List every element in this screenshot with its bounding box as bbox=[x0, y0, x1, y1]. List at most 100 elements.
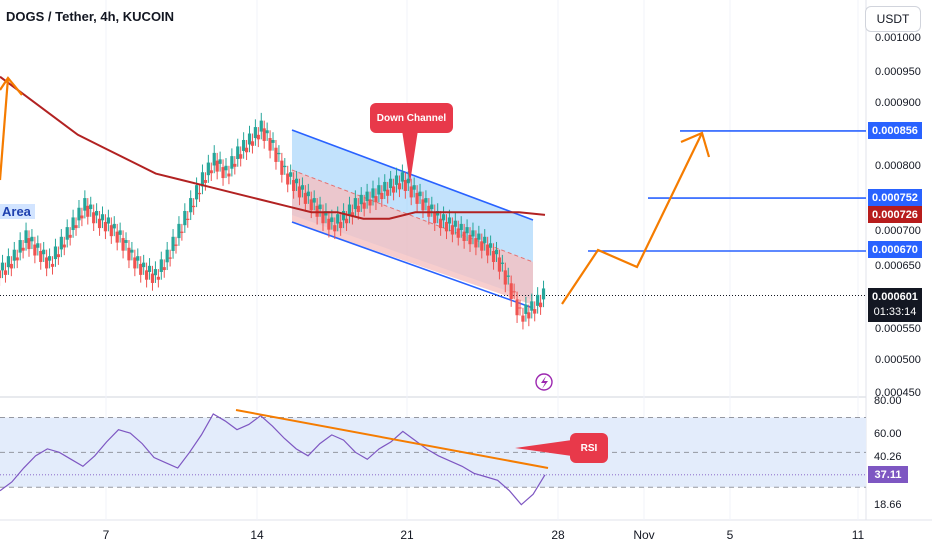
candle-body bbox=[74, 225, 78, 229]
candle-body bbox=[145, 270, 149, 280]
candle-body bbox=[321, 212, 325, 224]
candle-body bbox=[509, 283, 513, 300]
candle-body bbox=[536, 294, 540, 306]
candle-body bbox=[403, 180, 407, 191]
candle-body bbox=[341, 210, 346, 221]
candle-body bbox=[491, 251, 496, 262]
time-tick: 14 bbox=[250, 528, 264, 542]
candle-body bbox=[297, 186, 302, 198]
candle-body bbox=[421, 199, 425, 211]
rsi-tick: 60.00 bbox=[874, 428, 902, 440]
candle-body bbox=[180, 231, 184, 233]
candle-body bbox=[6, 256, 11, 268]
candle-body bbox=[283, 165, 287, 168]
bar-countdown: 01:33:14 bbox=[873, 306, 917, 318]
candle-body bbox=[527, 312, 531, 319]
time-tick: 21 bbox=[400, 528, 414, 542]
candle-body bbox=[139, 263, 143, 275]
candle-body bbox=[447, 217, 452, 224]
price-tick: 0.000650 bbox=[875, 260, 921, 272]
candle-body bbox=[503, 270, 507, 285]
candle-body bbox=[177, 223, 181, 239]
channel-mid-line bbox=[291, 169, 534, 263]
candle-body bbox=[453, 220, 457, 227]
candle-body bbox=[344, 218, 349, 224]
candle-body bbox=[206, 162, 210, 176]
candle-body bbox=[256, 134, 260, 140]
candle-body bbox=[53, 246, 58, 260]
candle-body bbox=[59, 236, 63, 250]
candle-body bbox=[365, 191, 369, 201]
projection-arrowhead bbox=[680, 131, 711, 158]
candle-body bbox=[303, 192, 307, 204]
down-channel-callout: Down Channel bbox=[370, 103, 453, 133]
candle-body bbox=[409, 186, 413, 198]
candle-body bbox=[103, 221, 108, 232]
candle-body bbox=[339, 221, 343, 229]
price-tick: 0.000900 bbox=[875, 97, 921, 109]
channel-fill-lower bbox=[292, 170, 533, 305]
candle-body bbox=[21, 247, 25, 251]
last-price-badge: 0.000601 01:33:14 bbox=[868, 288, 922, 322]
candle-body bbox=[377, 185, 381, 195]
rsi-tick: 40.26 bbox=[874, 451, 902, 463]
candle-body bbox=[530, 301, 534, 311]
candle-body bbox=[336, 214, 340, 224]
candle-body bbox=[247, 133, 252, 145]
symbol-title: DOGS / Tether, 4h, KUCOIN bbox=[6, 9, 175, 24]
projection-path bbox=[561, 132, 703, 305]
candle-body bbox=[468, 234, 472, 245]
candle-body bbox=[83, 198, 87, 211]
candle-body bbox=[471, 230, 475, 237]
candle-body bbox=[300, 185, 305, 190]
candle-body bbox=[292, 180, 296, 191]
candle-body bbox=[124, 240, 128, 243]
candle-body bbox=[242, 139, 246, 151]
candle-body bbox=[494, 249, 499, 255]
candle-body bbox=[462, 231, 466, 241]
candle-body bbox=[171, 236, 175, 251]
channel-lower-line bbox=[291, 221, 534, 309]
candle-body bbox=[483, 236, 487, 243]
candle-body bbox=[168, 257, 172, 259]
candle-body bbox=[209, 170, 213, 174]
candle-body bbox=[15, 257, 19, 261]
candle-body bbox=[330, 217, 334, 222]
area-label: Area bbox=[0, 204, 35, 219]
price-tick: 0.001000 bbox=[875, 32, 921, 44]
candle-body bbox=[65, 227, 69, 240]
candle-body bbox=[374, 196, 378, 203]
candle-body bbox=[24, 230, 28, 243]
candle-body bbox=[133, 257, 137, 269]
candle-body bbox=[189, 198, 193, 213]
candle-body bbox=[474, 238, 478, 248]
price-tick: 0.000450 bbox=[875, 387, 921, 399]
candle-body bbox=[77, 207, 81, 221]
candle-body bbox=[121, 238, 125, 251]
price-badge-target-low: 0.000670 bbox=[868, 241, 922, 258]
currency-button[interactable]: USDT bbox=[865, 6, 921, 32]
candle-body bbox=[480, 241, 484, 251]
candle-body bbox=[56, 254, 60, 258]
candle-body bbox=[183, 210, 187, 226]
candle-body bbox=[280, 160, 284, 175]
candle-body bbox=[130, 249, 134, 253]
candle-body bbox=[353, 198, 357, 210]
candle-body bbox=[391, 186, 396, 193]
candle-body bbox=[192, 205, 196, 208]
price-tick: 0.000500 bbox=[875, 354, 921, 366]
candle-body bbox=[221, 167, 225, 179]
down-channel-callout-pointer bbox=[402, 130, 418, 183]
candle-body bbox=[439, 218, 443, 229]
candle-body bbox=[512, 291, 516, 293]
candle-body bbox=[441, 214, 446, 221]
candle-body bbox=[394, 175, 399, 185]
candle-body bbox=[289, 172, 293, 177]
candle-body bbox=[95, 210, 99, 216]
candle-body bbox=[371, 188, 375, 198]
candle-body bbox=[259, 120, 263, 132]
rsi-trendline bbox=[235, 409, 549, 469]
candle-body bbox=[9, 263, 13, 269]
candle-body bbox=[268, 138, 272, 151]
